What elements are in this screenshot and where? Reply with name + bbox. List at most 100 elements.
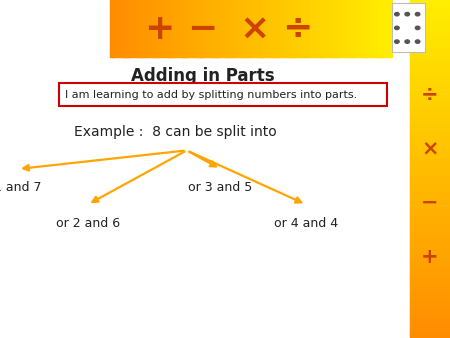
Bar	[410, 266, 450, 269]
Bar	[184, 0, 186, 57]
Bar	[244, 0, 246, 57]
Bar	[410, 185, 450, 188]
Bar	[319, 0, 320, 57]
Bar	[205, 0, 206, 57]
Bar	[328, 0, 330, 57]
Bar	[410, 47, 450, 49]
Bar	[316, 0, 318, 57]
Bar	[154, 0, 156, 57]
Text: −: −	[187, 12, 218, 46]
Bar	[410, 163, 450, 166]
Bar	[410, 138, 450, 140]
Bar	[410, 50, 450, 52]
Bar	[201, 0, 202, 57]
Bar	[268, 0, 269, 57]
Bar	[335, 0, 337, 57]
Bar	[410, 124, 450, 127]
Bar	[251, 0, 252, 57]
Bar	[410, 236, 450, 238]
Bar	[346, 0, 347, 57]
Circle shape	[405, 40, 410, 43]
Bar	[410, 222, 450, 225]
Bar	[198, 0, 200, 57]
Bar	[260, 0, 261, 57]
Bar	[410, 109, 450, 112]
Bar	[347, 0, 349, 57]
Bar	[410, 37, 450, 39]
Bar	[410, 251, 450, 254]
Text: or 2 and 6: or 2 and 6	[56, 217, 120, 230]
Bar	[410, 280, 450, 282]
Bar	[410, 307, 450, 309]
Bar	[410, 270, 450, 272]
Bar	[252, 0, 253, 57]
Bar	[410, 15, 450, 17]
Bar	[308, 0, 310, 57]
Bar	[410, 226, 450, 228]
Bar	[317, 0, 319, 57]
Bar	[257, 0, 259, 57]
Bar	[121, 0, 122, 57]
Bar	[410, 292, 450, 294]
Bar	[410, 104, 450, 106]
Bar	[295, 0, 296, 57]
Bar	[250, 0, 251, 57]
Bar	[410, 197, 450, 199]
Bar	[410, 322, 450, 324]
Bar	[128, 0, 130, 57]
Bar	[379, 0, 381, 57]
Bar	[208, 0, 209, 57]
Bar	[137, 0, 139, 57]
Bar	[410, 320, 450, 323]
Bar	[323, 0, 324, 57]
Bar	[410, 170, 450, 172]
Bar	[410, 75, 450, 78]
Bar	[410, 23, 450, 25]
Bar	[301, 0, 302, 57]
Bar	[309, 0, 310, 57]
Bar	[296, 0, 297, 57]
Bar	[410, 84, 450, 86]
Bar	[322, 0, 324, 57]
Bar	[410, 165, 450, 167]
Bar	[410, 314, 450, 316]
Bar	[346, 0, 348, 57]
Bar	[287, 0, 288, 57]
Bar	[410, 297, 450, 299]
Bar	[410, 140, 450, 142]
Bar	[374, 0, 376, 57]
Bar	[156, 0, 157, 57]
Bar	[410, 190, 450, 193]
Circle shape	[395, 40, 399, 43]
Bar	[410, 40, 450, 42]
Bar	[237, 0, 238, 57]
Bar	[115, 0, 116, 57]
Bar	[131, 0, 132, 57]
Bar	[124, 0, 126, 57]
Bar	[320, 0, 321, 57]
Bar	[364, 0, 365, 57]
Text: or 3 and 5: or 3 and 5	[189, 181, 252, 194]
Bar	[263, 0, 265, 57]
Text: Adding in Parts: Adding in Parts	[130, 67, 274, 85]
Bar	[410, 180, 450, 183]
Bar	[410, 158, 450, 161]
Bar	[410, 248, 450, 250]
Bar	[277, 0, 279, 57]
Bar	[410, 167, 450, 169]
Bar	[233, 0, 234, 57]
Bar	[386, 0, 387, 57]
Bar	[410, 20, 450, 22]
Bar	[289, 0, 291, 57]
Bar	[410, 156, 450, 159]
Bar	[255, 0, 256, 57]
Bar	[152, 0, 153, 57]
Bar	[242, 0, 243, 57]
Bar	[120, 0, 121, 57]
Bar	[410, 119, 450, 122]
Bar	[168, 0, 170, 57]
Bar	[324, 0, 325, 57]
Bar	[381, 0, 382, 57]
Bar	[410, 239, 450, 242]
Bar	[275, 0, 277, 57]
